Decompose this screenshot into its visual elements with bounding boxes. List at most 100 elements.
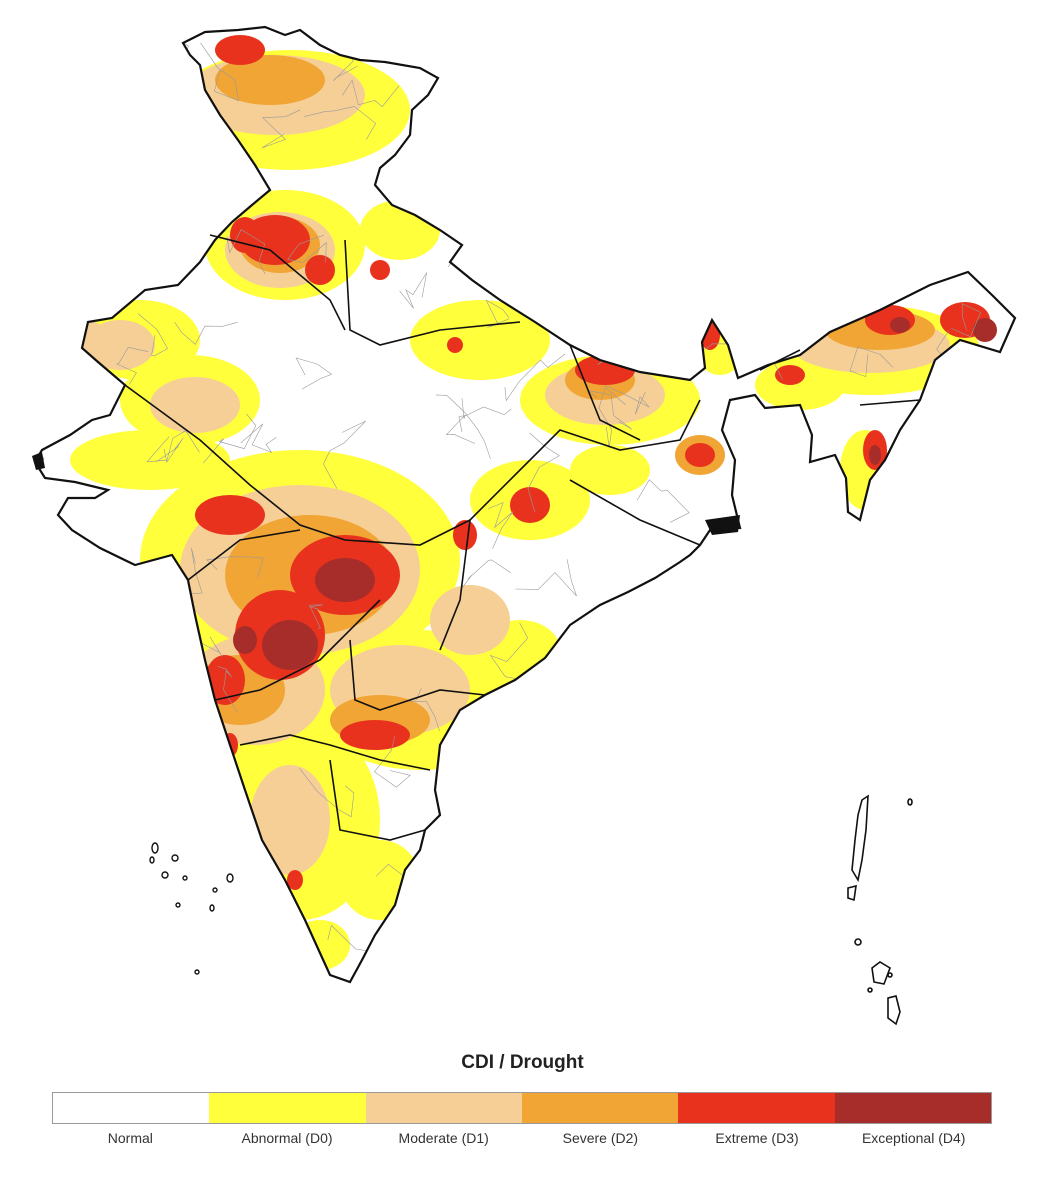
legend-swatch-d4	[834, 1093, 991, 1123]
legend-swatch-d0	[209, 1093, 366, 1123]
district-line	[35, 298, 66, 365]
district-line	[399, 272, 427, 309]
district-line	[807, 545, 839, 597]
district-line	[914, 76, 950, 106]
district-line	[527, 432, 560, 513]
district-line	[323, 420, 366, 489]
district-line	[299, 768, 355, 818]
district-line	[605, 385, 650, 415]
district-line	[622, 834, 675, 884]
district-line	[484, 778, 523, 801]
district-line	[515, 559, 577, 597]
district-line	[445, 398, 475, 444]
legend-label-d2: Severe (D2)	[562, 1130, 639, 1146]
district-line	[498, 818, 547, 875]
district-line	[461, 559, 511, 589]
india-drought-map-svg	[32, 25, 1017, 1026]
district-line	[543, 724, 573, 773]
district-line	[435, 394, 491, 459]
district-line	[126, 31, 186, 73]
district-line	[483, 728, 517, 787]
district-line	[137, 313, 168, 357]
india-outline	[33, 25, 1017, 984]
district-line	[956, 149, 993, 209]
district-line	[635, 661, 664, 727]
district-line	[217, 665, 239, 714]
district-line	[718, 172, 781, 205]
district-line	[419, 114, 441, 159]
district-line	[480, 954, 523, 982]
district-line	[967, 779, 1015, 800]
district-line	[36, 273, 97, 309]
district-line	[407, 688, 440, 731]
district-line	[295, 357, 333, 390]
district-line	[640, 98, 672, 127]
district-line	[129, 29, 189, 72]
district-line	[172, 770, 208, 808]
district-line	[504, 353, 566, 402]
district-line	[851, 751, 911, 805]
d4-exceptional-areas	[233, 317, 997, 670]
district-line	[483, 27, 504, 77]
district-line	[869, 877, 891, 927]
district-line	[583, 203, 629, 220]
district-line	[459, 852, 485, 883]
district-line	[710, 586, 740, 632]
district-line	[462, 108, 526, 132]
district-line	[485, 299, 510, 328]
district-line	[636, 141, 657, 172]
district-line	[979, 736, 1009, 759]
drought-fill-layer	[35, 27, 1015, 982]
district-line	[126, 86, 153, 112]
district-line	[161, 168, 194, 215]
district-line	[985, 658, 1015, 723]
district-line	[551, 74, 605, 135]
district-line	[342, 79, 400, 108]
district-line	[708, 729, 736, 784]
district-line	[458, 406, 512, 432]
district-line	[912, 660, 943, 734]
legend-swatch-d2	[521, 1093, 679, 1123]
district-line	[861, 940, 902, 979]
district-line	[957, 478, 983, 510]
district-line	[955, 841, 980, 889]
district-line	[261, 109, 301, 149]
district-line	[898, 522, 962, 564]
district-line	[489, 622, 529, 680]
legend-swatch-d1	[365, 1093, 522, 1123]
district-line	[480, 262, 507, 282]
district-line	[911, 227, 942, 260]
district-line	[146, 430, 200, 463]
district-line	[35, 956, 50, 982]
district-line	[287, 234, 327, 263]
legend-swatch-normal	[53, 1093, 210, 1123]
legend-swatch-d3	[678, 1093, 835, 1123]
district-line	[942, 32, 973, 69]
district-line	[470, 153, 485, 189]
andaman-nicobar-islands	[847, 794, 913, 1026]
district-line	[666, 59, 689, 113]
legend-label-d4: Exceptional (D4)	[861, 1130, 966, 1146]
lakshadweep-islands	[149, 842, 234, 975]
state-boundaries	[124, 234, 921, 841]
district-line	[644, 250, 684, 274]
district-line	[200, 42, 239, 102]
district-line	[588, 390, 632, 430]
district-line	[681, 112, 704, 138]
legend-labels: Normal Abnormal (D0) Moderate (D1) Severe (…	[52, 1130, 992, 1146]
district-line	[308, 604, 323, 629]
district-line	[969, 77, 991, 119]
district-line	[581, 168, 605, 192]
district-line	[611, 917, 658, 950]
sundarbans-coast	[705, 515, 740, 535]
legend-label-d0: Abnormal (D0)	[241, 1130, 333, 1146]
district-line	[993, 218, 1014, 256]
district-line	[488, 502, 514, 549]
district-line	[206, 556, 264, 578]
district-line	[203, 413, 257, 464]
district-line	[35, 331, 52, 369]
district-line	[635, 627, 729, 660]
district-line	[115, 910, 151, 959]
district-line	[620, 260, 645, 322]
district-line	[373, 736, 411, 788]
